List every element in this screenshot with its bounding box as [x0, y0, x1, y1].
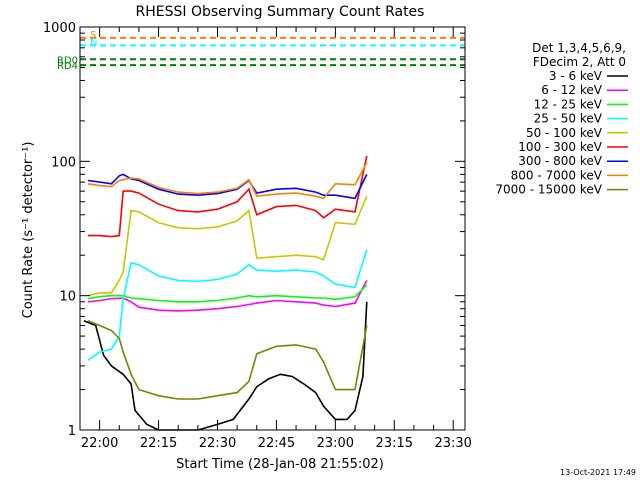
- legend-label: 50 - 100 keV: [526, 126, 603, 140]
- y-tick-label: 1: [68, 424, 76, 439]
- y-tick-label: 100: [51, 155, 76, 170]
- x-tick-label: 22:00: [81, 436, 118, 451]
- plot-lines: [83, 155, 368, 431]
- x-axis-label: Start Time (28-Jan-08 21:55:02): [176, 457, 384, 472]
- marker-label-4: RD4: [57, 61, 78, 72]
- y-axis: 1 10 100 1000: [43, 21, 465, 439]
- x-tick-label: 23:00: [317, 436, 354, 451]
- chart-title: RHESSI Observing Summary Count Rates: [136, 4, 425, 20]
- legend-label: 3 - 6 keV: [549, 69, 603, 83]
- series-line-6: [87, 155, 368, 238]
- x-tick-label: 23:15: [376, 436, 413, 451]
- legend-label: 7000 - 15000 keV: [495, 183, 602, 197]
- x-axis: 22:00 22:15 22:30 22:45 23:00 23:15 23:30: [79, 27, 472, 451]
- legend-header-line2: FDecim 2, Att 0: [533, 55, 626, 69]
- legend-label: 12 - 25 keV: [534, 97, 603, 111]
- y-tick-label: 10: [59, 290, 76, 305]
- y-axis-label: Count Rate (s⁻¹ detector⁻¹): [21, 142, 36, 319]
- x-tick-label: 22:30: [199, 436, 236, 451]
- legend-label: 25 - 50 keV: [534, 112, 603, 126]
- legend-label: 800 - 7000 keV: [511, 168, 603, 182]
- y-tick-label: 1000: [43, 21, 76, 36]
- series-line-9: [87, 320, 368, 400]
- legend: Det 1,3,4,5,6,9, FDecim 2, Att 0 3 - 6 k…: [495, 41, 628, 197]
- x-tick-label: 22:15: [140, 436, 177, 451]
- x-tick-label: 23:30: [434, 436, 471, 451]
- marker-label-1: S: [90, 30, 96, 41]
- marker-label-3: RD0: [57, 55, 78, 66]
- legend-header-line1: Det 1,3,4,5,6,9,: [532, 41, 626, 55]
- plot-frame: [79, 26, 466, 431]
- series-line-4: [87, 249, 368, 361]
- footer-timestamp: 13-Oct-2021 17:49: [560, 468, 636, 477]
- marker-label-2: N: [90, 37, 97, 48]
- series-line-1: [83, 301, 368, 431]
- legend-label: 100 - 300 keV: [518, 140, 602, 154]
- legend-label: 300 - 800 keV: [518, 154, 602, 168]
- legend-label: 6 - 12 keV: [541, 83, 603, 97]
- x-tick-label: 22:45: [258, 436, 295, 451]
- series-line-5: [87, 195, 368, 297]
- series-line-8: [87, 162, 368, 200]
- series-line-2: [87, 280, 368, 312]
- series-line-7: [87, 173, 368, 200]
